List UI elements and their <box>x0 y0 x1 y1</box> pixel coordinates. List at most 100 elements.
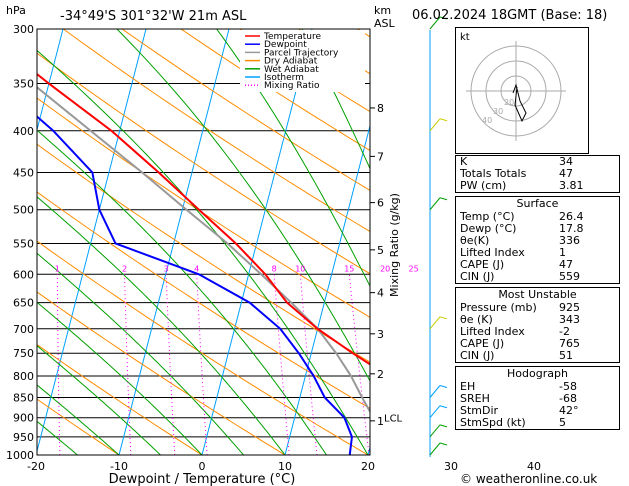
most-unstable-row: θe (K) 343 <box>456 314 619 326</box>
pressure-tick-label: 800 <box>13 370 34 383</box>
legend-bg <box>240 30 365 92</box>
mixing-ratio-label: 1 <box>55 264 60 273</box>
isotherm <box>37 29 147 454</box>
temperature-tick-label: 0 <box>199 460 206 473</box>
legend-label: Temperature <box>263 32 321 42</box>
mixing-ratio-line <box>385 274 407 455</box>
wet-adiabat <box>37 49 369 455</box>
dry-adiabat <box>37 97 370 318</box>
mixing-ratio-line <box>299 274 318 455</box>
km-tick-label: 4 <box>377 287 384 300</box>
wet-adiabat <box>37 384 120 455</box>
wind-barb <box>429 442 441 456</box>
pressure-tick-label: 900 <box>13 412 34 425</box>
pressure-tick-label: 700 <box>13 323 34 336</box>
hodograph-ring-label: 20 <box>504 98 514 107</box>
surface-row: CIN (J) 559 <box>456 271 619 283</box>
most-unstable-label: CAPE (J) <box>460 337 505 350</box>
legend-label: Mixing Ratio <box>264 81 320 91</box>
wind-barb-flag <box>439 316 448 320</box>
wind-barb-flag <box>439 405 448 409</box>
wind-barb-flag <box>439 424 448 428</box>
hodograph-stat-label: StmSpd (kt) <box>460 416 526 429</box>
dry-adiabat <box>37 398 120 455</box>
mixing-ratio-line <box>414 274 438 455</box>
hodograph-stat-label: StmDir <box>460 404 499 417</box>
wet-adiabat <box>301 29 370 170</box>
parcel-trajectory-line <box>37 86 370 414</box>
index-value: 3.81 <box>559 179 584 192</box>
temperature-tick-label: -10 <box>110 460 128 473</box>
hodograph-stat-row: EH -58 <box>456 381 619 393</box>
dry-adiabat <box>37 52 370 275</box>
temperature-tick-label: 30 <box>444 460 458 473</box>
dry-adiabat <box>37 191 370 409</box>
wet-adiabat <box>37 196 286 455</box>
wet-adiabat <box>116 29 370 382</box>
pressure-tick-label: 500 <box>13 204 34 217</box>
index-row: PW (cm) 3.81 <box>456 180 619 192</box>
surface-value: 26.4 <box>559 210 584 223</box>
isotherm <box>201 29 313 455</box>
most-unstable-row: CIN (J) 51 <box>456 350 619 362</box>
dry-adiabat <box>37 291 286 455</box>
most-unstable-label: θe (K) <box>460 313 493 326</box>
dry-adiabat <box>37 143 370 363</box>
wind-barb <box>429 316 441 330</box>
most-unstable-value: 765 <box>559 337 580 350</box>
dry-adiabat <box>63 29 370 233</box>
isotherm <box>118 29 230 455</box>
surface-label: CIN (J) <box>460 270 495 283</box>
hodograph-box: Hodograph EH -58 SREH -68 StmDir 42° StmSpd (k… <box>455 366 620 430</box>
legend-label: Dry Adiabat <box>264 57 318 67</box>
location-title: -34°49'S 301°32'W 21m ASL <box>60 9 247 24</box>
hodograph-stat-value: -58 <box>559 380 577 393</box>
surface-box: Surface Temp (°C) 26.4 Dewp (°C) 17.8 θe(K) 3… <box>455 196 620 284</box>
km-label: km <box>374 4 391 17</box>
pressure-tick-label: 300 <box>13 23 34 36</box>
km-tick-label: 2 <box>377 368 384 381</box>
datetime-title: 06.02.2024 18GMT (Base: 18) <box>412 8 608 23</box>
pressure-tick-label: 450 <box>13 166 34 179</box>
indices-panel: K 34 Totals Totals 47 PW (cm) 3.81 Surface Te… <box>455 155 620 433</box>
pressure-tick-label: 400 <box>13 125 34 138</box>
most-unstable-value: -2 <box>559 325 570 338</box>
most-unstable-label: Pressure (mb) <box>460 301 537 314</box>
surface-row: CAPE (J) 47 <box>456 259 619 271</box>
wind-barb-flag <box>439 442 448 446</box>
km-tick-label: 5 <box>377 244 384 257</box>
most-unstable-label: Lifted Index <box>460 325 525 338</box>
pressure-tick-label: 600 <box>13 268 34 281</box>
mixing-ratio-label: 15 <box>344 264 354 273</box>
surface-row: Dewp (°C) 17.8 <box>456 223 619 235</box>
wind-barb-flag <box>439 16 448 20</box>
surface-title: Surface <box>516 197 559 210</box>
plot-frame <box>36 28 371 456</box>
dry-adiabat <box>37 344 203 455</box>
hodograph-stat-value: -68 <box>559 392 577 405</box>
mixing-ratio-line <box>165 274 176 455</box>
y2-axis-label: Mixing Ratio (g/kg) <box>388 193 401 297</box>
mixing-ratio-line <box>124 274 132 455</box>
surface-value: 1 <box>559 246 566 259</box>
wet-adiabat <box>37 345 161 455</box>
hodograph-stat-row: SREH -68 <box>456 393 619 405</box>
km-tick-label: 7 <box>377 150 384 163</box>
most-unstable-value: 51 <box>559 349 573 362</box>
most-unstable-value: 343 <box>559 313 580 326</box>
lcl-label: LCL <box>384 414 403 425</box>
surface-value: 559 <box>559 270 580 283</box>
legend-label: Parcel Trajectory <box>264 48 339 58</box>
hodograph-stat-row: StmDir 42° <box>456 405 619 417</box>
dewpoint-line <box>37 115 353 455</box>
pressure-tick-label: 350 <box>13 78 34 91</box>
wind-barb <box>429 405 441 419</box>
skewt-grid <box>37 29 438 455</box>
wind-barb <box>429 197 441 211</box>
mixing-ratio-label: 2 <box>122 264 127 273</box>
wet-adiabat <box>37 252 244 455</box>
indices-box: K 34 Totals Totals 47 PW (cm) 3.81 <box>455 155 620 193</box>
hodograph-trace <box>512 83 527 123</box>
